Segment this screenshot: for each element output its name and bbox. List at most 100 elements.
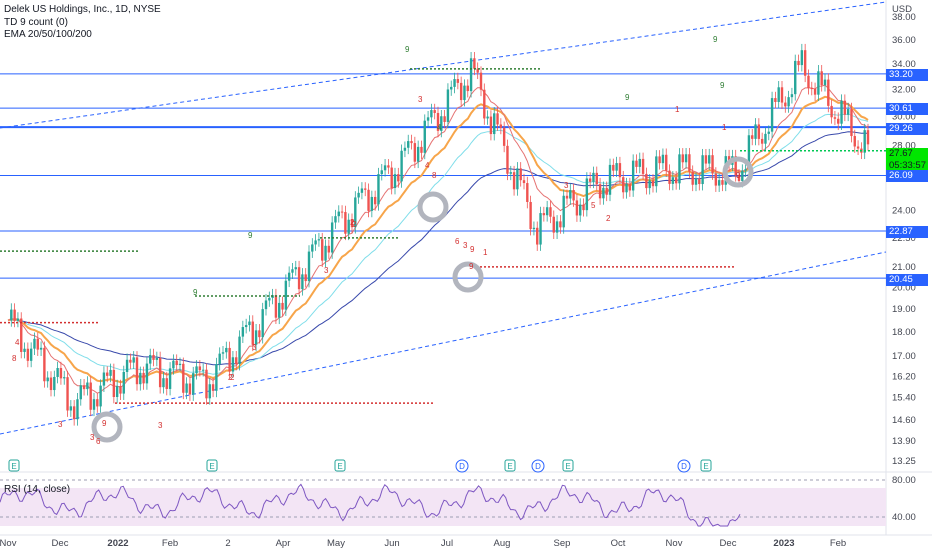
td-count-label: 4 — [425, 161, 430, 170]
candle-body — [20, 318, 23, 352]
candle-body — [264, 300, 268, 310]
price-axis-tick: 38.00 — [892, 12, 916, 23]
candle-body — [691, 171, 694, 185]
candle-body — [784, 102, 787, 107]
td-count-label: 9 — [193, 288, 198, 297]
candle-body — [698, 178, 701, 185]
time-axis-label: Feb — [830, 538, 846, 549]
price-axis-tick: 13.90 — [892, 436, 916, 447]
symbol-title[interactable]: Delek US Holdings, Inc., 1D, NYSE — [4, 4, 161, 15]
candle-body — [559, 221, 562, 228]
highlight-circle-3 — [722, 156, 754, 188]
candle-body — [360, 188, 364, 193]
candle-body — [483, 89, 486, 119]
candle-body — [268, 297, 271, 301]
candle-body — [612, 164, 615, 171]
candle-body — [704, 155, 708, 164]
candle-body — [694, 178, 698, 185]
candle-body — [509, 172, 512, 174]
candle-body — [129, 359, 132, 363]
candle-body — [542, 213, 546, 216]
candle-body — [539, 213, 542, 245]
candle-body — [565, 195, 569, 199]
candle-body — [853, 136, 856, 147]
candle-body — [225, 347, 228, 353]
candle-body — [555, 221, 559, 233]
candle-body — [314, 240, 317, 245]
candle-body — [407, 141, 410, 148]
candle-body — [66, 377, 69, 411]
candle-body — [390, 167, 393, 189]
candle-body — [420, 146, 423, 153]
candle-body — [397, 174, 400, 182]
candle-body — [807, 75, 810, 89]
candle-body — [413, 143, 417, 162]
candle-body — [820, 71, 823, 86]
indicator-td9-label[interactable]: TD 9 count (0) — [4, 17, 68, 28]
candle-body — [536, 227, 539, 245]
candle-body — [661, 154, 665, 164]
candle-body — [532, 227, 536, 230]
time-axis-label: Nov — [666, 538, 683, 549]
candle-body — [512, 172, 516, 190]
candle-body — [717, 180, 721, 186]
candle-body — [76, 399, 79, 420]
candle-body — [754, 124, 757, 139]
highlight-circle-0 — [91, 411, 123, 443]
candle-body — [655, 156, 658, 187]
earnings-marker — [700, 459, 712, 472]
rsi-label[interactable]: RSI (14, close) — [4, 484, 71, 495]
candle-body — [284, 280, 288, 310]
candle-body — [684, 154, 688, 163]
td-count-label: 3 — [252, 343, 257, 352]
candle-body — [139, 372, 142, 385]
earnings-marker-label: E — [337, 462, 342, 471]
td-count-label: 9 — [736, 171, 741, 180]
td-count-label: 4 — [437, 123, 442, 132]
candle-body — [671, 177, 675, 184]
earnings-marker-label: E — [209, 462, 214, 471]
dividend-marker — [455, 459, 469, 473]
candle-body — [274, 295, 278, 318]
candle-body — [866, 130, 870, 145]
candle-body — [843, 100, 847, 115]
candle-body — [244, 325, 248, 328]
candle-body — [205, 369, 208, 399]
price-axis-tick: 34.00 — [892, 59, 916, 70]
candle-body — [380, 170, 383, 175]
candle-body — [175, 360, 178, 366]
price-axis-tick: 14.60 — [892, 415, 916, 426]
candle-body — [760, 138, 764, 144]
highlight-circle-2 — [452, 261, 484, 293]
td-count-label: 8 — [12, 354, 17, 363]
candle-body — [155, 357, 159, 360]
candle-body — [142, 372, 145, 384]
candle-body — [387, 165, 390, 168]
price-tag-33-20: 33.20 — [886, 69, 928, 81]
candle-body — [837, 118, 840, 124]
channel-upper-line — [0, 1, 887, 129]
candle-body — [651, 180, 655, 187]
candle-body — [770, 98, 774, 132]
candle-body — [665, 154, 668, 171]
indicator-ema-label[interactable]: EMA 20/50/100/200 — [4, 29, 92, 40]
td-count-label: 9 — [470, 245, 475, 254]
candle-body — [562, 195, 565, 228]
candle-body — [69, 406, 73, 411]
price-axis-tick: 13.25 — [892, 456, 916, 467]
candle-body — [297, 267, 301, 290]
candle-body — [810, 88, 813, 90]
candle-body — [10, 309, 13, 321]
td-count-label: 3 — [463, 241, 468, 250]
price-axis-tick: 36.00 — [892, 35, 916, 46]
price-axis-tick: 20.00 — [892, 282, 916, 293]
price-tag-29-26: 29.26 — [886, 123, 928, 135]
candle-body — [334, 216, 337, 223]
td-count-label: 2 — [350, 218, 355, 227]
candle-body — [840, 100, 843, 124]
time-axis-label: May — [327, 538, 345, 549]
candle-body — [370, 196, 374, 211]
